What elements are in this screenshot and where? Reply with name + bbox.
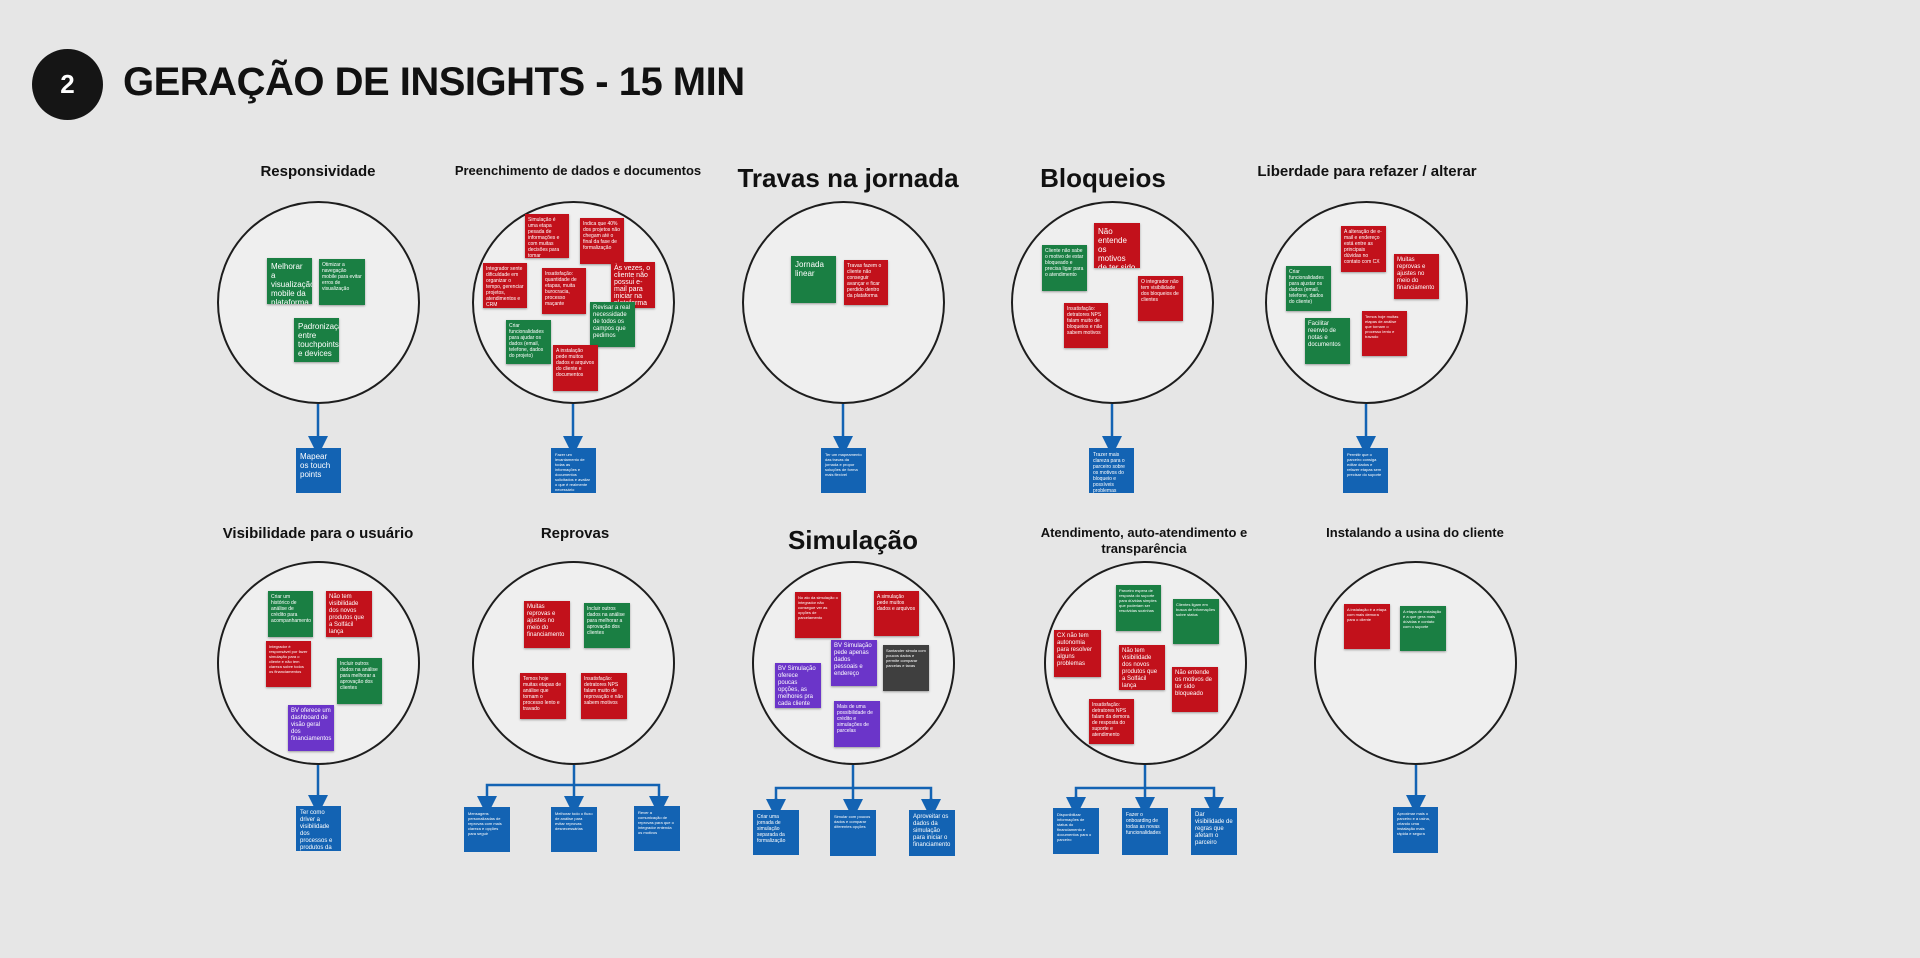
outcome-card: Mensagens personalizadas de reprovas com… [464,807,510,852]
sticky-note: Santander simula com poucos dados e perm… [883,645,929,691]
cluster-title-simulacao: Simulação [787,525,919,555]
sticky-note: Mais de uma possibilidade de crédito e s… [834,701,880,747]
outcome-card: Fazer um levantamento de todas as inform… [551,448,596,493]
sticky-note: A etapa de instalação é a que gera mais … [1400,606,1446,651]
cluster-title-atendimento: Atendimento, auto-atendimento e transpar… [1040,525,1248,556]
sticky-note: Incluir outros dados na análise para mel… [337,658,382,704]
sticky-note: Não entende os motivos de ter sido bloqu… [1172,667,1218,712]
step-number-badge: 2 [32,49,103,120]
sticky-note: Insatisfação: detratores NPS falam muito… [1064,303,1108,348]
cluster-title-reprovas: Reprovas [540,525,610,542]
sticky-note: Não tem visibilidade dos novos produtos … [1119,645,1165,690]
outcome-card: Permitir que o parceiro consiga editar d… [1343,448,1388,493]
sticky-note: No ato da simulação o integrador não con… [795,592,841,638]
sticky-note: Cliente não sabe o motivo de estar bloqu… [1042,245,1087,291]
sticky-note: Muitas reprovas e ajustes no meio do fin… [524,601,570,648]
sticky-note: Criar funcionalidades para ajustar os da… [1286,266,1331,311]
cluster-circle-reprovas [472,561,675,765]
sticky-note: Insatisfação: detratores NPS falam muito… [581,673,627,719]
sticky-note: Insatisfação: detratores NPS falam da de… [1089,699,1134,744]
sticky-note: BV Simulação pede apenas dados pessoais … [831,640,877,686]
sticky-note: A instalação pede muitos dados e arquivo… [553,345,598,391]
sticky-note: Revisar a real necessidade de todos os c… [590,302,635,347]
sticky-note: Temos hoje muitas etapas de análise que … [1362,311,1407,356]
sticky-note: Insatisfação: quantidade de etapas, muit… [542,268,586,314]
cluster-title-responsividade: Responsividade [260,163,376,180]
cluster-title-travas: Travas na jornada [737,163,959,193]
cluster-title-visibilidade: Visibilidade para o usuário [222,525,414,542]
cluster-title-bloqueios: Bloqueios [1040,163,1166,193]
sticky-note: A alteração de e-mail e endereço está en… [1341,226,1386,272]
sticky-note: A instalação é a etapa com mais demora p… [1344,604,1390,649]
sticky-note: BV Simulação oferece poucas opções, as m… [775,663,821,708]
sticky-note: Muitas reprovas e ajustes no meio do fin… [1394,254,1439,299]
sticky-note: Simulação é uma etapa pesada de informaç… [525,214,569,258]
sticky-note: Incluir outros dados na análise para mel… [584,603,630,648]
sticky-note: Facilitar reenvio de notas e documentos [1305,318,1350,364]
sticky-note: Integrador sente dificuldade em organiza… [483,263,527,308]
sticky-note: BV oferece um dashboard de visão geral d… [288,705,334,751]
sticky-note: Travas fazem o cliente não conseguir ava… [844,260,888,305]
sticky-note: Jornada linear [791,256,836,303]
sticky-note: Criar funcionalidades para ajudar os dad… [506,320,551,364]
cluster-circle-instalando [1314,561,1517,765]
outcome-card: Rever a comunicação de reprovas para que… [634,806,680,851]
sticky-note: Parceiro espera de resposta do suporte p… [1116,585,1161,631]
outcome-card: Aproveitar os dados da simulação para in… [909,810,955,856]
outcome-card: Aproximar mais o parceiro e a usina, cri… [1393,807,1438,853]
sticky-note: Criar um histórico de análise de crédito… [268,591,313,637]
sticky-note: Melhorar a visualização mobile da plataf… [267,258,312,304]
outcome-card: Simular com poucos dados e comparar dife… [830,810,876,856]
outcome-card: Fazer o onboarding de todas as novas fun… [1122,808,1168,855]
outcome-card: Ter um mapeamento das travas da jornada … [821,448,866,493]
sticky-note: Clientes ligam em busca de informações s… [1173,599,1219,644]
sticky-note: CX não tem autonomia para resolver algun… [1054,630,1101,677]
outcome-card: Ter como driver a visibilidade dos proce… [296,806,341,851]
page-title: GERAÇÃO DE INSIGHTS - 15 MIN [123,60,745,104]
outcome-card: Dar visibilidade de regras que afetam o … [1191,808,1237,855]
sticky-note: Integrador é responsável por fazer simul… [266,641,311,687]
sticky-note: O integrador não tem visibilidade dos bl… [1138,276,1183,321]
outcome-card: Mapear os touch points [296,448,341,493]
sticky-note: Temos hoje muitas etapas de análise que … [520,673,566,719]
sticky-note: Padronização entre touchpoints e devices [294,318,339,362]
sticky-note: Não tem visibilidade dos novos produtos … [326,591,372,637]
sticky-note: Não entende os motivos de ter sido bloqu… [1094,223,1140,268]
outcome-card: Disponibilizar informações de status do … [1053,808,1099,854]
cluster-circle-travas [742,201,945,404]
sticky-note: A simulação pede muitos dados e arquivos [874,591,919,636]
outcome-card: Criar uma jornada de simulação separada … [753,810,799,855]
cluster-circle-responsividade [217,201,420,404]
outcome-card: Melhorar todo o fluxo de análise para ev… [551,807,597,852]
sticky-note: Indica que 40% dos projetos não chegam a… [580,218,624,264]
cluster-title-instalando: Instalando a usina do cliente [1326,525,1504,540]
sticky-note: Otimizar a navegação mobile para evitar … [319,259,365,305]
outcome-card: Trazer mais clareza para o parceiro sobr… [1089,448,1134,493]
cluster-title-liberdade: Liberdade para refazer / alterar [1257,163,1477,180]
cluster-title-preenchimento: Preenchimento de dados e documentos [454,163,702,178]
